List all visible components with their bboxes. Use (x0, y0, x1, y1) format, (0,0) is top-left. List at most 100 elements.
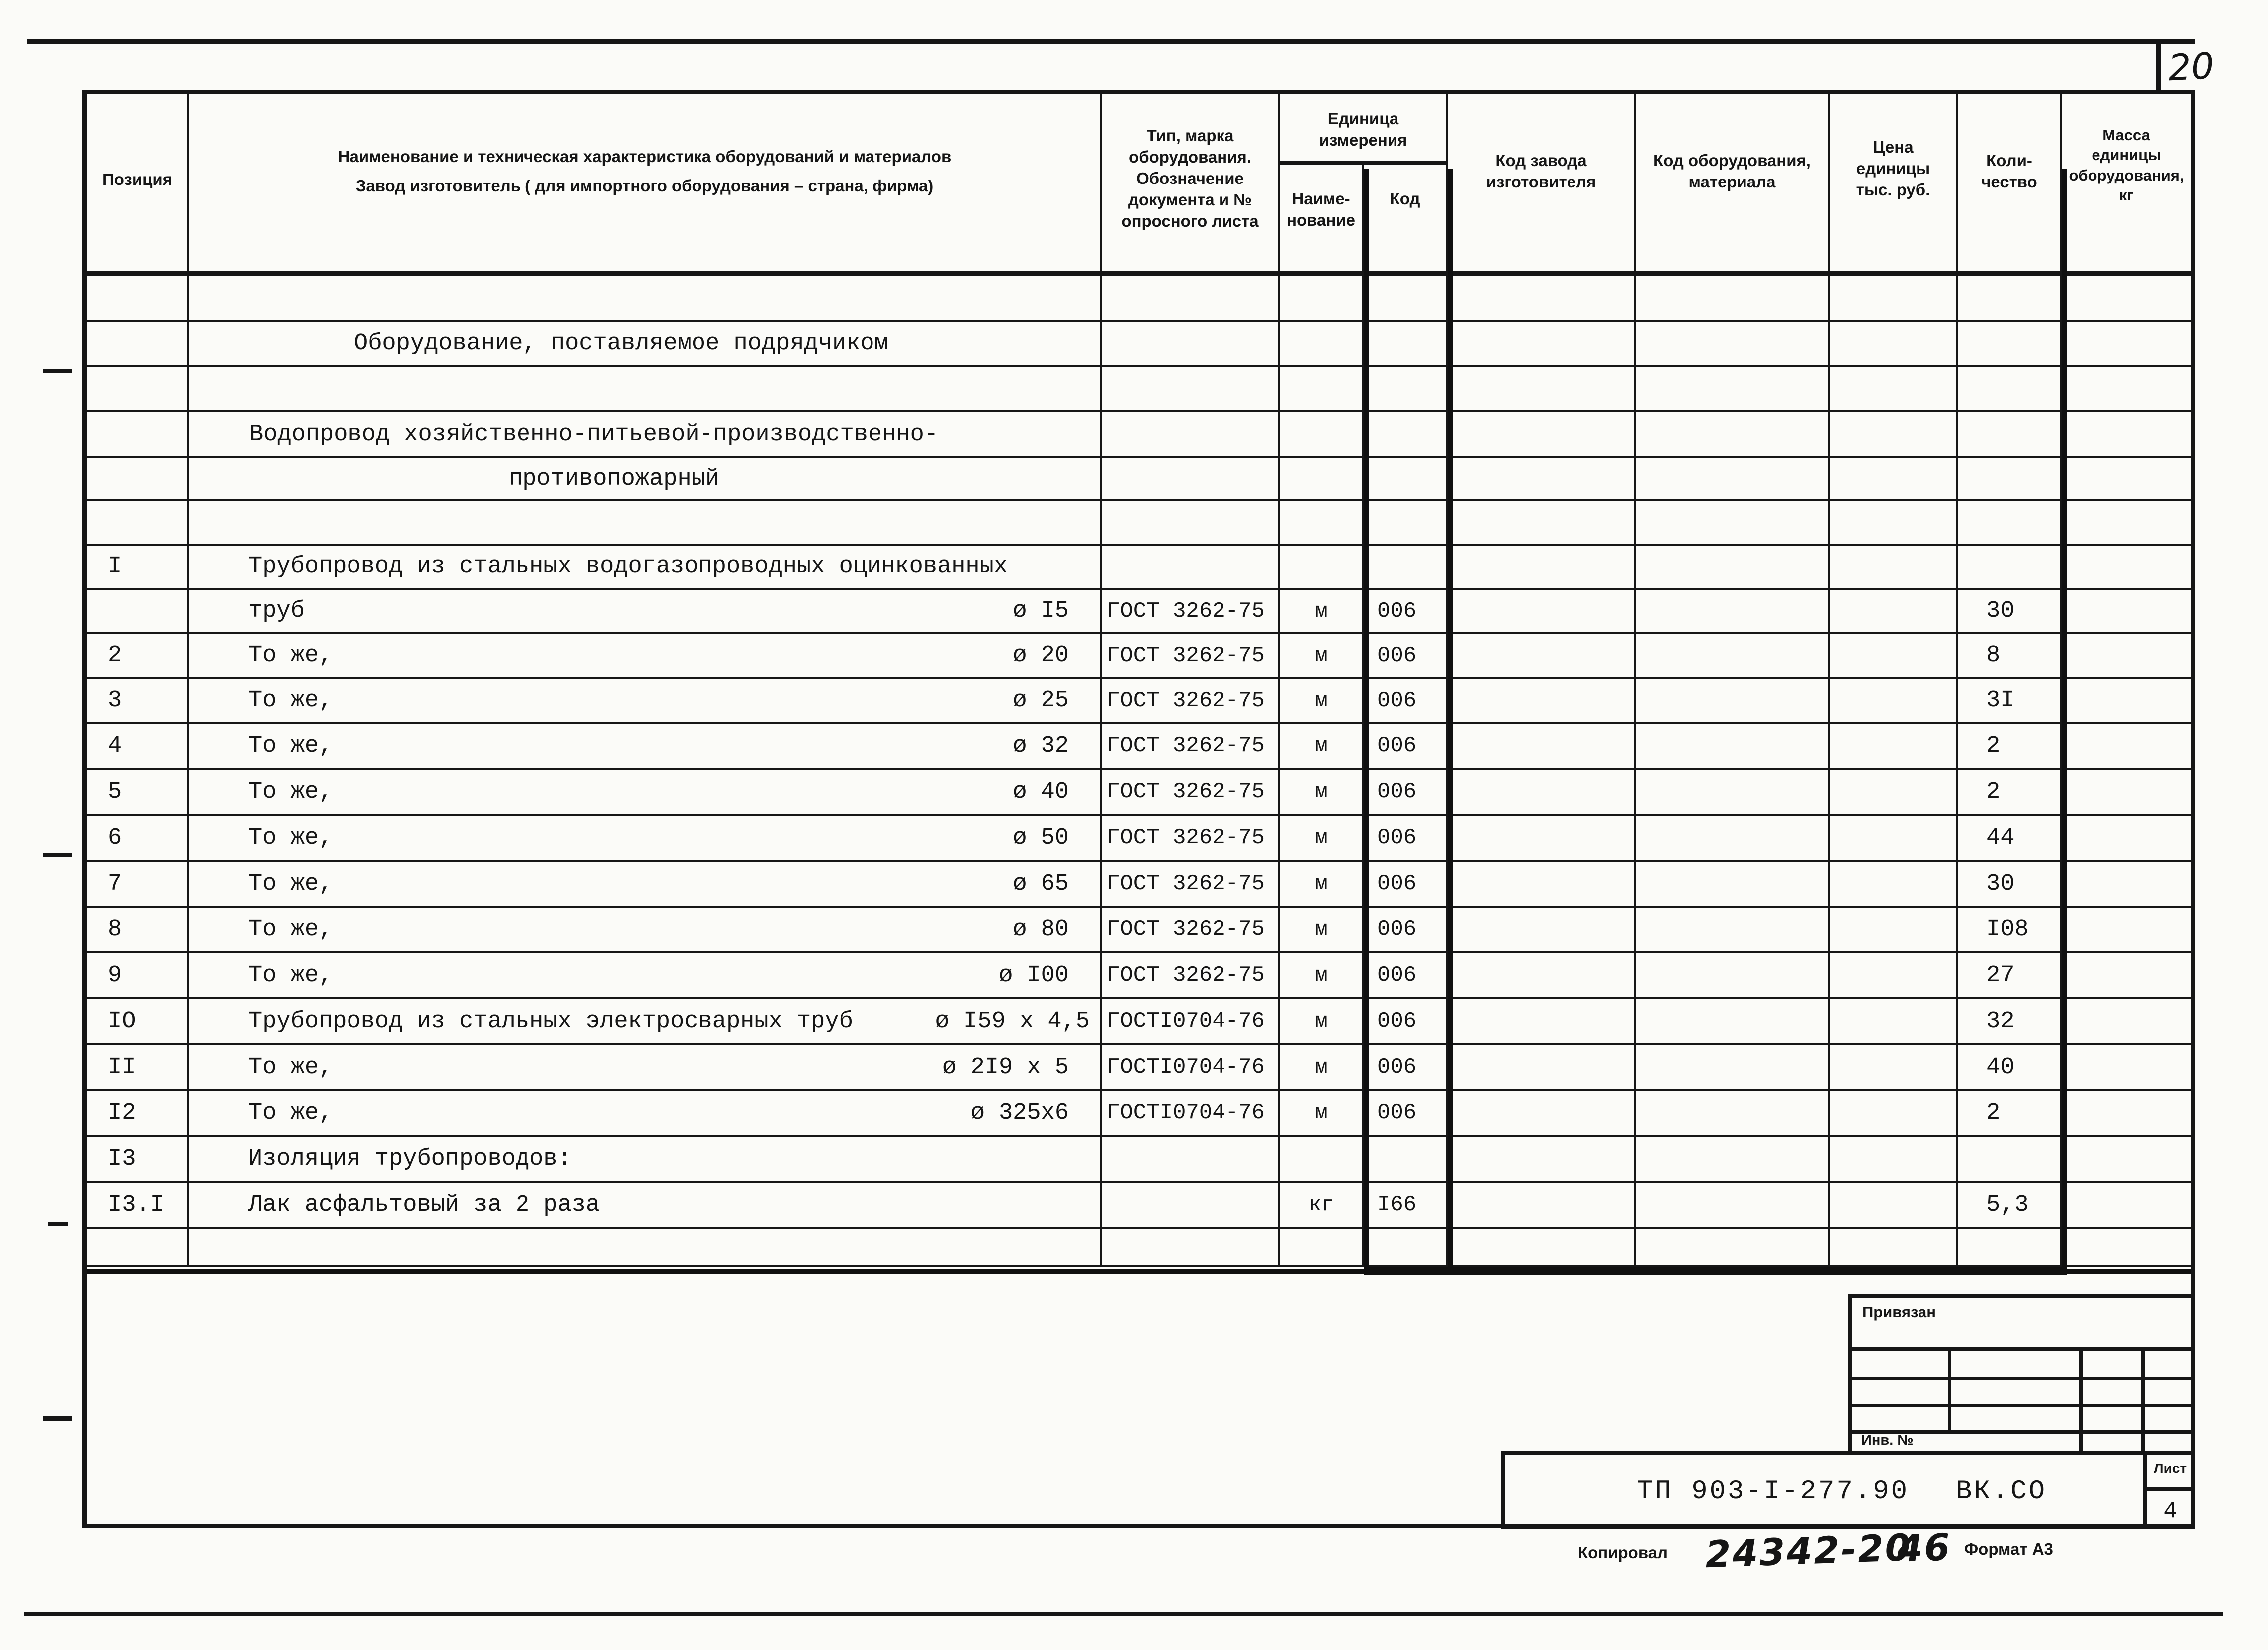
item-name: То же, (248, 687, 333, 714)
header-name: Наименование и техническая характеристик… (189, 94, 1102, 271)
margin-tick (43, 369, 72, 373)
cell-unit-code-value: 006 (1377, 1100, 1417, 1125)
cell-name: противопожарный (189, 458, 1102, 499)
cell-mass (2062, 1045, 2191, 1089)
cell-unit-name (1280, 546, 1364, 588)
cell-quantity (1958, 367, 2062, 410)
format-label: Формат А3 (1964, 1540, 2053, 1558)
cell-position: IO (87, 999, 189, 1043)
cell-unit-code: 006 (1364, 1045, 1448, 1089)
cell-document (1102, 1229, 1280, 1265)
table-row: I3.I Лак асфальтовый за 2 раза кг I66 5,3 (87, 1183, 2191, 1229)
cell-unit-name: м (1280, 724, 1364, 768)
copy-code-handwritten: 24342-20 (1704, 1526, 1913, 1577)
cell-mass (2062, 276, 2191, 320)
item-name: противопожарный (509, 465, 720, 492)
cell-document (1102, 1137, 1280, 1181)
cell-document-value: ГОСТ 3262-75 (1107, 643, 1265, 668)
cell-unit-name: м (1280, 816, 1364, 860)
cell-quantity: 2 (1958, 770, 2062, 814)
thick-divider (1448, 169, 1453, 1274)
cell-unit-name: м (1280, 999, 1364, 1043)
header-unit-group: Единица измерения Наиме- нование Код (1280, 94, 1448, 271)
cell-name: Водопровод хозяйственно-питьевой-произво… (189, 412, 1102, 456)
table-row (87, 501, 2191, 546)
cell-quantity-value: 30 (1986, 598, 2015, 624)
cell-document: ГОСТI0704-76 (1102, 1091, 1280, 1135)
cell-unit-name-value: м (1315, 734, 1328, 758)
cell-price (1830, 412, 1958, 456)
cell-position: 3 (87, 679, 189, 722)
cell-mass (2062, 1229, 2191, 1265)
cell-document-value: ГОСТI0704-76 (1107, 1009, 1265, 1034)
cell-price (1830, 590, 1958, 632)
cell-price (1830, 1137, 1958, 1181)
cell-quantity-value: 32 (1986, 1008, 2015, 1035)
cell-document: ГОСТ 3262-75 (1102, 590, 1280, 632)
cell-quantity (1958, 322, 2062, 365)
cell-unit-code (1364, 458, 1448, 499)
cell-unit-code: 006 (1364, 590, 1448, 632)
cell-mass (2062, 816, 2191, 860)
cell-material-code (1636, 1183, 1830, 1227)
cell-mass (2062, 953, 2191, 997)
cell-position-value: 8 (108, 916, 122, 943)
item-name: Оборудование, поставляемое подрядчиком (354, 330, 888, 357)
cell-document (1102, 322, 1280, 365)
cell-mass (2062, 679, 2191, 722)
cell-position-value: I3 (108, 1145, 136, 1172)
header-unit-of-measure: Единица измерения (1280, 94, 1446, 165)
cell-quantity (1958, 276, 2062, 320)
table-row: I2 То же, ø 325x6 ГОСТI0704-76 м 006 2 (87, 1091, 2191, 1137)
cell-price (1830, 1183, 1958, 1227)
cell-position: 4 (87, 724, 189, 768)
cell-unit-name-value: м (1315, 688, 1328, 713)
bottom-rule (24, 1612, 2223, 1616)
cell-unit-name: м (1280, 590, 1364, 632)
cell-price (1830, 501, 1958, 544)
cell-quantity-value: 3I (1986, 687, 2015, 714)
cell-position-value: 7 (108, 870, 122, 897)
item-diameter: ø 50 (1013, 824, 1069, 851)
cell-mass (2062, 1091, 2191, 1135)
table-row: I3 Изоляция трубопроводов: (87, 1137, 2191, 1183)
cell-unit-code-value: 006 (1377, 917, 1417, 942)
cell-unit-code (1364, 501, 1448, 544)
cell-position: 5 (87, 770, 189, 814)
cell-mass (2062, 1137, 2191, 1181)
cell-position-value: 9 (108, 962, 122, 989)
cell-material-code (1636, 412, 1830, 456)
header-unit-price: Цена единицы тыс. руб. (1830, 94, 1958, 271)
cell-unit-name: м (1280, 908, 1364, 951)
page-number: 20 (2167, 44, 2215, 89)
cell-unit-name: м (1280, 679, 1364, 722)
cell-unit-code: 006 (1364, 953, 1448, 997)
cell-mass (2062, 862, 2191, 906)
cell-document-value: ГОСТI0704-76 (1107, 1100, 1265, 1125)
table-row: противопожарный (87, 458, 2191, 501)
cell-mass (2062, 412, 2191, 456)
cell-factory-code (1448, 276, 1636, 320)
table-row: Водопровод хозяйственно-питьевой-произво… (87, 412, 2191, 458)
cell-name: То же, ø 2I9 x 5 (189, 1045, 1102, 1089)
cell-quantity: 2 (1958, 1091, 2062, 1135)
cell-document-value: ГОСТ 3262-75 (1107, 963, 1265, 988)
cell-document: ГОСТ 3262-75 (1102, 679, 1280, 722)
copy-number-handwritten: 46 (1896, 1526, 1952, 1571)
cell-unit-code-value: 006 (1377, 598, 1417, 624)
cell-quantity: 5,3 (1958, 1183, 2062, 1227)
cell-material-code (1636, 724, 1830, 768)
cell-quantity-value: I08 (1986, 916, 2029, 943)
cell-document (1102, 412, 1280, 456)
cell-unit-code: 006 (1364, 634, 1448, 677)
cell-name: То же, ø 20 (189, 634, 1102, 677)
item-name: То же, (248, 642, 333, 669)
document-suffix: ВК.СО (1956, 1476, 2047, 1507)
cell-document (1102, 276, 1280, 320)
cell-quantity-value: 27 (1986, 962, 2015, 989)
cell-mass (2062, 367, 2191, 410)
cell-document: ГОСТI0704-76 (1102, 999, 1280, 1043)
cell-price (1830, 679, 1958, 722)
stamp-inv-label: Инв. № (1861, 1432, 1914, 1448)
